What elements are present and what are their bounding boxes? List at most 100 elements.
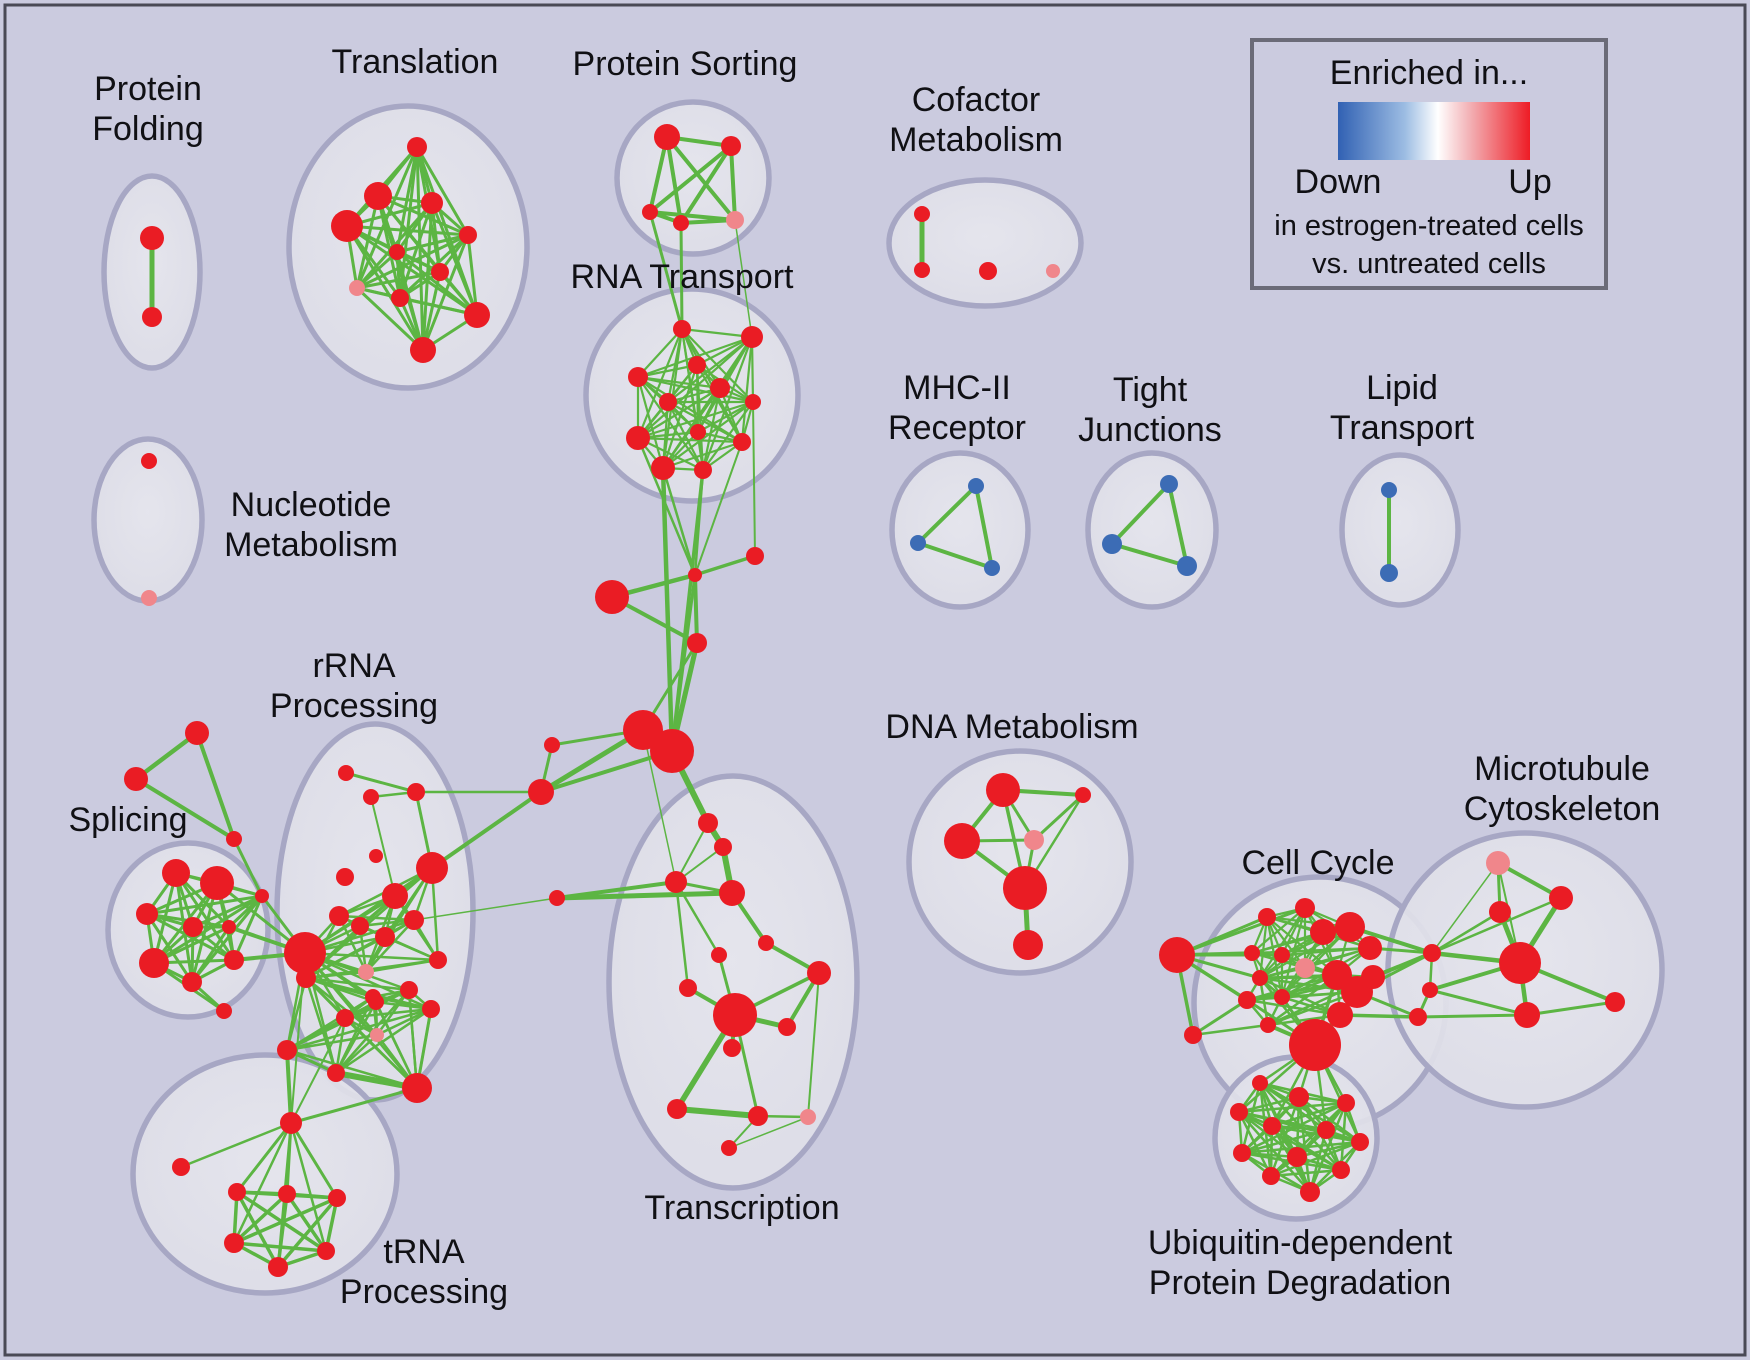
cluster-splicing-label: Splicing (68, 801, 187, 839)
node-x14 (721, 1140, 737, 1156)
network-edge (1308, 1128, 1328, 1194)
cluster-nucleotide-metabolism-label: Metabolism (224, 526, 398, 564)
node-cf0 (914, 206, 930, 222)
network-edge (974, 484, 994, 570)
network-edge (636, 400, 755, 440)
node-r11 (404, 910, 424, 930)
network-edge (191, 894, 264, 929)
network-edge (734, 219, 753, 338)
network-edge (665, 135, 683, 225)
node-t4 (459, 226, 477, 244)
node-rt6 (745, 394, 761, 410)
network-edge (285, 1048, 419, 1090)
node-cc2 (1258, 908, 1276, 926)
network-edge (304, 918, 416, 980)
network-edge (345, 224, 470, 237)
network-edge (285, 1000, 378, 1052)
network-edge (648, 210, 684, 331)
node-r1 (363, 789, 379, 805)
node-ub4 (1263, 1117, 1281, 1135)
network-edge (1269, 1168, 1343, 1178)
node-m5 (1605, 992, 1625, 1012)
network-edge (276, 1196, 339, 1269)
network-edge (636, 375, 744, 444)
network-edge (680, 327, 755, 404)
network-edge (398, 296, 479, 317)
node-m0 (1486, 851, 1510, 875)
network-edge (693, 554, 757, 577)
node-r19 (368, 994, 384, 1010)
node-r7 (382, 883, 408, 909)
network-edge (648, 210, 737, 222)
legend-box: Enriched in... Down Up in estrogen-treat… (1250, 38, 1608, 290)
network-edge (679, 144, 733, 225)
network-edge (179, 1121, 293, 1169)
network-edge (304, 976, 411, 992)
cluster-rrna-processing-label: rRNA (312, 647, 395, 685)
node-m1 (1549, 886, 1573, 910)
cluster-cell-cycle-label: Cell Cycle (1241, 844, 1394, 882)
node-r0 (338, 765, 354, 781)
node-r3 (528, 779, 554, 805)
network-edge (1250, 906, 1307, 955)
legend-caption-line1: in estrogen-treated cells (1274, 210, 1584, 242)
node-cf3 (1046, 264, 1060, 278)
network-edge (1431, 862, 1499, 954)
network-edge (1191, 1023, 1270, 1037)
cluster-trna-processing-label: Processing (340, 1273, 508, 1311)
cluster-nucleotide-metabolism-label: Nucleotide (231, 486, 392, 524)
node-x4 (711, 947, 727, 963)
network-edge (413, 897, 558, 921)
node-u2 (228, 1183, 246, 1201)
node-cc13 (1238, 991, 1256, 1009)
node-g0 (185, 721, 209, 745)
node-t2 (421, 192, 443, 214)
node-ps0 (654, 124, 680, 150)
cluster-tight-junctions-label: Junctions (1078, 411, 1222, 449)
node-t8 (391, 289, 409, 307)
network-edge (370, 796, 396, 897)
network-edge (1191, 998, 1249, 1037)
node-s4 (222, 920, 236, 934)
node-rt4 (710, 378, 730, 398)
node-t1 (364, 182, 392, 210)
node-m2 (1489, 901, 1511, 923)
node-r13 (296, 968, 316, 988)
cluster-dna-metabolism-label: DNA Metabolism (885, 708, 1138, 746)
network-edge (145, 912, 236, 962)
node-rt2 (688, 356, 706, 374)
node-rt3 (628, 367, 648, 387)
network-edge (289, 1086, 419, 1125)
node-t5 (389, 244, 405, 260)
node-h2 (650, 729, 694, 773)
network-edge (304, 976, 338, 1075)
network-edge (752, 401, 756, 557)
network-edge (695, 363, 744, 444)
node-m3 (1499, 942, 1541, 984)
node-cc1 (1184, 1026, 1202, 1044)
node-r22 (277, 1040, 297, 1060)
network-edge (1258, 946, 1372, 980)
network-edge (190, 894, 264, 984)
node-ub3 (1230, 1103, 1248, 1121)
node-pf0 (140, 226, 164, 250)
network-edge (1240, 1140, 1362, 1155)
node-u6 (268, 1257, 288, 1277)
node-r23 (327, 1064, 345, 1082)
network-edge (1496, 861, 1563, 900)
node-mh0 (968, 478, 984, 494)
cluster-ubiquitin-degradation-label: Protein Degradation (1149, 1264, 1451, 1302)
node-x3 (719, 880, 745, 906)
node-cf2 (979, 262, 997, 280)
node-t9 (464, 302, 490, 328)
network-edge (345, 224, 425, 352)
network-edge (1032, 793, 1085, 842)
node-cc16 (1260, 1017, 1276, 1033)
node-g1 (124, 767, 148, 791)
node-d3 (1075, 787, 1091, 803)
node-ub11 (1300, 1182, 1320, 1202)
network-edge (195, 731, 236, 841)
node-x9 (778, 1018, 796, 1036)
network-edge (355, 233, 470, 290)
cluster-tight-junctions-label: Tight (1113, 371, 1188, 409)
